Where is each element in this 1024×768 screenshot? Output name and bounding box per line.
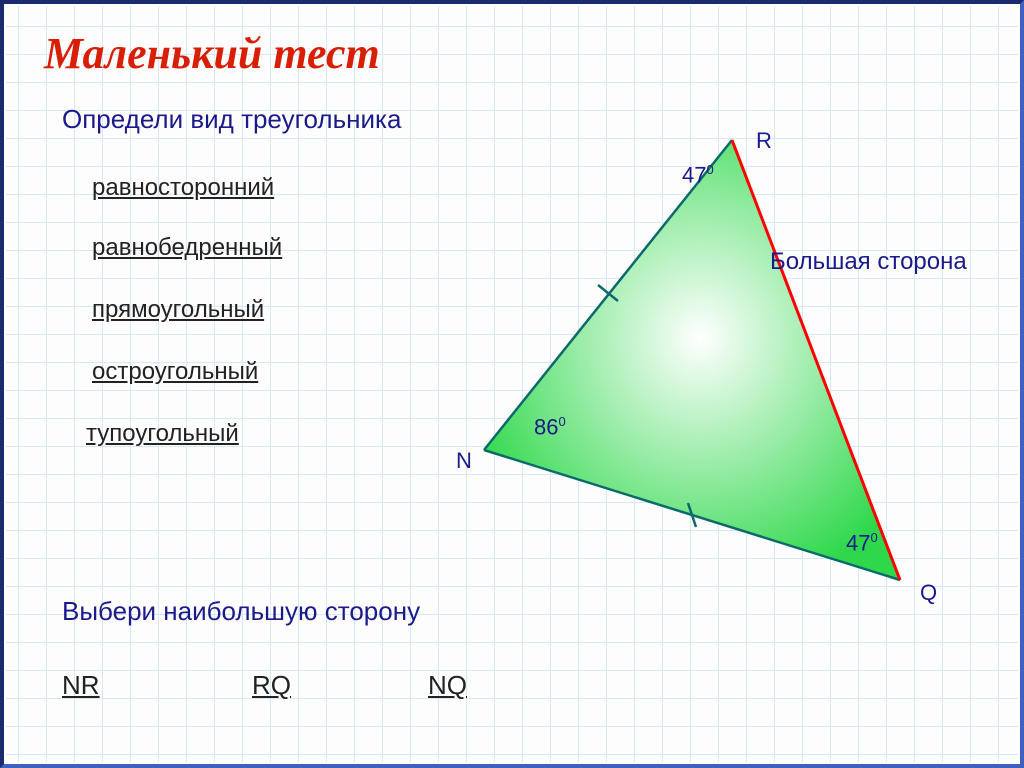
question-2: Выбери наибольшую сторону: [62, 596, 420, 627]
angle-q-value: 47: [846, 530, 870, 555]
slide-content: Маленький тест Определи вид треугольника…: [0, 0, 1024, 768]
question-1: Определи вид треугольника: [62, 104, 401, 135]
angle-q: 470: [846, 530, 878, 556]
option-right[interactable]: прямоугольный: [92, 296, 264, 324]
angle-r-value: 47: [682, 162, 706, 187]
angle-q-sup: 0: [870, 530, 877, 545]
angle-n: 860: [534, 414, 566, 440]
angle-r-sup: 0: [706, 162, 713, 177]
option-acute[interactable]: остроугольный: [92, 358, 258, 386]
side-option-rq[interactable]: RQ: [252, 670, 291, 701]
triangle-diagram: [440, 120, 960, 600]
vertex-label-n: N: [456, 448, 472, 474]
side-option-nq[interactable]: NQ: [428, 670, 467, 701]
vertex-label-q: Q: [920, 580, 937, 606]
angle-r: 470: [682, 162, 714, 188]
option-obtuse[interactable]: тупоугольный: [86, 420, 239, 448]
angle-n-sup: 0: [558, 414, 565, 429]
option-isosceles[interactable]: равнобедренный: [92, 234, 282, 262]
side-option-nr[interactable]: NR: [62, 670, 100, 701]
option-equilateral[interactable]: равносторонний: [92, 174, 274, 202]
page-title: Маленький тест: [44, 28, 380, 79]
largest-side-label: Большая сторона: [770, 248, 967, 276]
vertex-label-r: R: [756, 128, 772, 154]
angle-n-value: 86: [534, 414, 558, 439]
